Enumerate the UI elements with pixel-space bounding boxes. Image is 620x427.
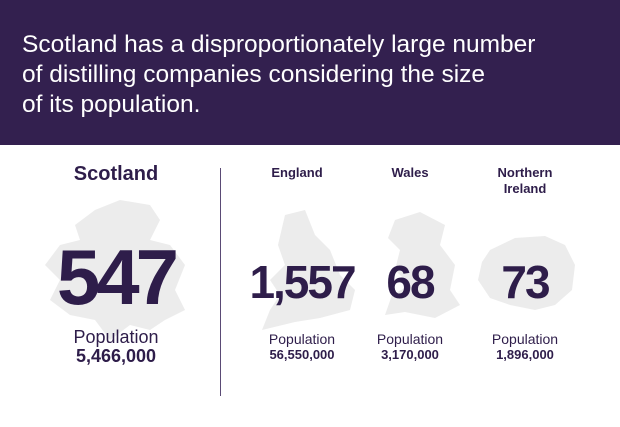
ni-map [478,236,575,310]
header: Scotland has a disproportionately large … [0,0,620,145]
population-label: Population [491,331,559,347]
population-label: Population [268,331,336,347]
population-value: 5,466,000 [75,346,157,366]
england-map [262,210,355,330]
region-count: 547 [56,233,179,321]
title-line: of distilling companies considering the … [22,61,486,88]
region-name: Wales [391,165,429,180]
population-value: 56,550,000 [269,347,335,362]
scotland-map [45,200,185,340]
wales-map [385,212,460,318]
title-line: of its population. [22,91,201,118]
region-name: England [271,165,323,180]
title-line: Scotland has a disproportionately large … [22,31,536,58]
region-count: 73 [501,256,550,308]
population-value: 1,896,000 [496,347,554,362]
population-label: Population [376,331,444,347]
population-label: Population [73,327,159,347]
region-count: 68 [386,256,435,308]
region-name: Scotland [73,163,159,185]
population-value: 3,170,000 [381,347,439,362]
region-count: 1,557 [249,256,356,308]
region-name: Northern Ireland [497,165,553,196]
